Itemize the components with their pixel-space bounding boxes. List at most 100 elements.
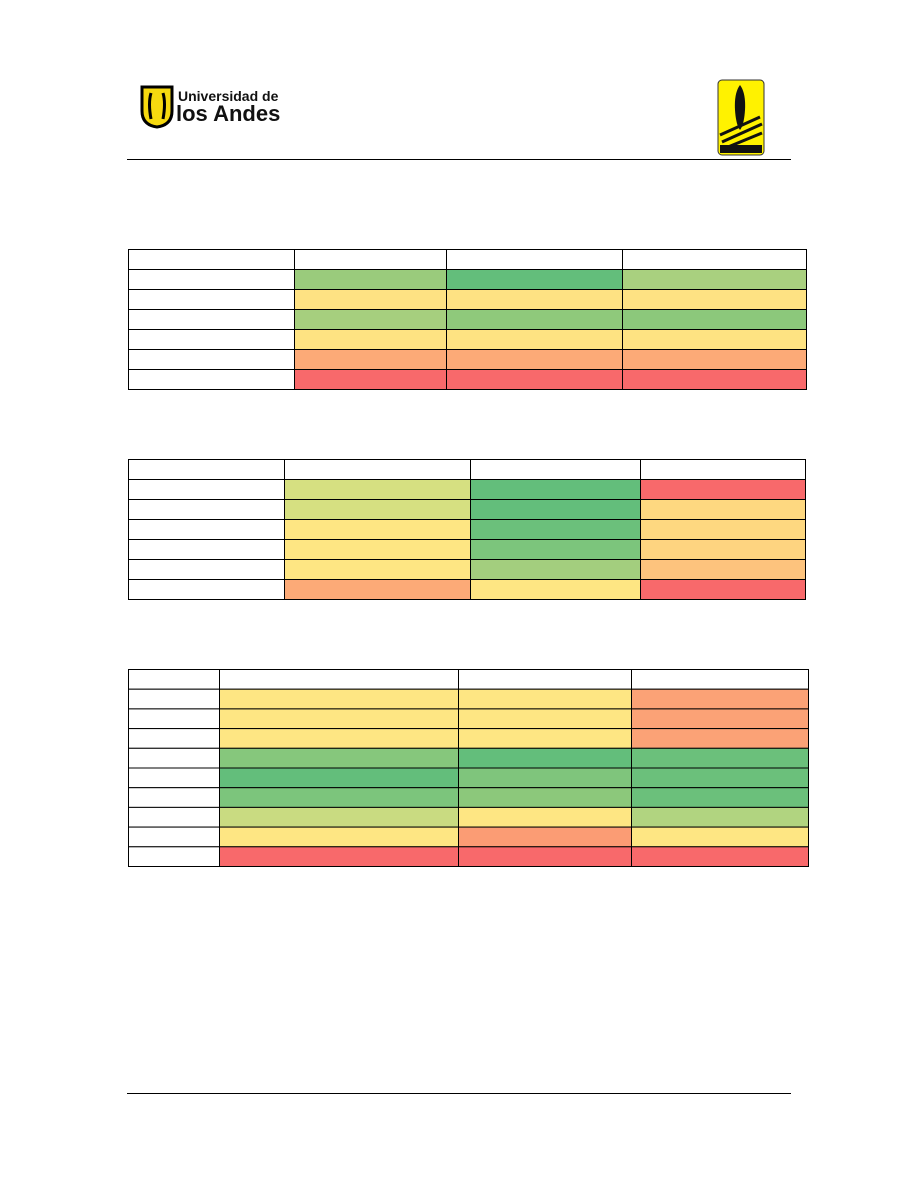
table-cell xyxy=(470,519,641,540)
header-cell xyxy=(294,249,447,270)
header-cell xyxy=(128,669,220,690)
table-cell xyxy=(128,728,220,749)
center-logo xyxy=(717,79,765,156)
header-cell xyxy=(128,249,295,270)
table-cell xyxy=(128,826,220,848)
table-cell xyxy=(470,539,641,560)
table-cell xyxy=(631,688,809,710)
table-cell xyxy=(640,559,806,580)
table-cell xyxy=(446,369,623,390)
table-cell xyxy=(294,309,447,330)
table-cell xyxy=(622,269,807,290)
table-cell xyxy=(128,499,285,520)
table-cell xyxy=(294,349,447,370)
table-cell xyxy=(128,708,220,730)
table-cell xyxy=(294,369,447,390)
header-cell xyxy=(219,669,459,690)
logo-mark xyxy=(148,92,166,120)
table-cell xyxy=(219,708,459,730)
university-logo: Universidad de los Andes xyxy=(140,85,280,129)
table-cell xyxy=(219,767,459,789)
table-cell xyxy=(640,499,806,520)
table-cell xyxy=(622,329,807,350)
table-cell xyxy=(640,519,806,540)
table-cell xyxy=(294,289,447,310)
table-cell xyxy=(128,846,220,867)
header-cell xyxy=(631,669,809,690)
table-cell xyxy=(631,767,809,789)
table-cell xyxy=(128,787,220,808)
header-cell xyxy=(284,459,471,480)
table-cell xyxy=(128,806,220,828)
table-cell xyxy=(219,747,459,769)
table-cell xyxy=(458,846,632,867)
table-cell xyxy=(446,269,623,290)
table-cell xyxy=(458,747,632,769)
table-cell xyxy=(128,269,295,290)
table-cell xyxy=(622,309,807,330)
header-cell xyxy=(128,459,285,480)
table-cell xyxy=(128,519,285,540)
table-cell xyxy=(631,846,809,867)
table-cell xyxy=(219,826,459,848)
table-cell xyxy=(458,806,632,828)
table-cell xyxy=(219,688,459,710)
table xyxy=(128,669,809,867)
table-cell xyxy=(631,826,809,848)
table-cell xyxy=(219,806,459,828)
table-cell xyxy=(294,269,447,290)
table-cell xyxy=(128,479,285,500)
table-cell xyxy=(219,846,459,867)
table-cell xyxy=(284,539,471,560)
header-cell xyxy=(640,459,806,480)
table-cell xyxy=(284,559,471,580)
logo-text: Universidad de xyxy=(178,88,279,104)
table-cell xyxy=(284,579,471,600)
table-cell xyxy=(458,787,632,808)
logo-field xyxy=(719,115,763,149)
table-cell xyxy=(622,369,807,390)
table-cell xyxy=(128,747,220,769)
header-cell xyxy=(622,249,807,270)
table-cell xyxy=(458,708,632,730)
table-cell xyxy=(128,349,295,370)
table-cell xyxy=(631,787,809,808)
table-cell xyxy=(219,787,459,808)
table-cell xyxy=(640,579,806,600)
table-cell xyxy=(128,539,285,560)
table-cell xyxy=(470,559,641,580)
table-cell xyxy=(284,519,471,540)
table-cell xyxy=(470,579,641,600)
table-cell xyxy=(622,349,807,370)
logo-tree xyxy=(734,85,746,130)
table-cell xyxy=(446,289,623,310)
table-cell xyxy=(446,349,623,370)
table-cell xyxy=(640,479,806,500)
logo-band xyxy=(720,145,762,153)
table-cell xyxy=(631,747,809,769)
table-cell xyxy=(458,688,632,710)
table-cell xyxy=(128,559,285,580)
table-cell xyxy=(219,728,459,749)
table-cell xyxy=(446,329,623,350)
table-cell xyxy=(458,728,632,749)
tables xyxy=(128,249,809,867)
table-cell xyxy=(128,289,295,310)
logo-text: los Andes xyxy=(176,101,280,126)
table-cell xyxy=(458,826,632,848)
logo-shield xyxy=(140,85,174,129)
table-cell xyxy=(128,309,295,330)
table xyxy=(128,249,807,390)
table-cell xyxy=(284,499,471,520)
table-cell xyxy=(458,767,632,789)
table-cell xyxy=(631,806,809,828)
table-cell xyxy=(446,309,623,330)
table-cell xyxy=(128,579,285,600)
table-cell xyxy=(128,767,220,789)
table-cell xyxy=(640,539,806,560)
table-cell xyxy=(128,329,295,350)
header-cell xyxy=(458,669,632,690)
header-cell xyxy=(470,459,641,480)
